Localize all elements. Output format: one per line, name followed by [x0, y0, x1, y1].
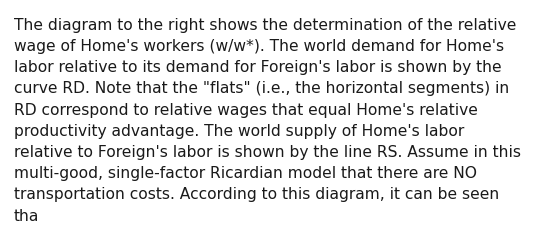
Text: The diagram to the right shows the determination of the relative
wage of Home's : The diagram to the right shows the deter… — [14, 18, 521, 223]
